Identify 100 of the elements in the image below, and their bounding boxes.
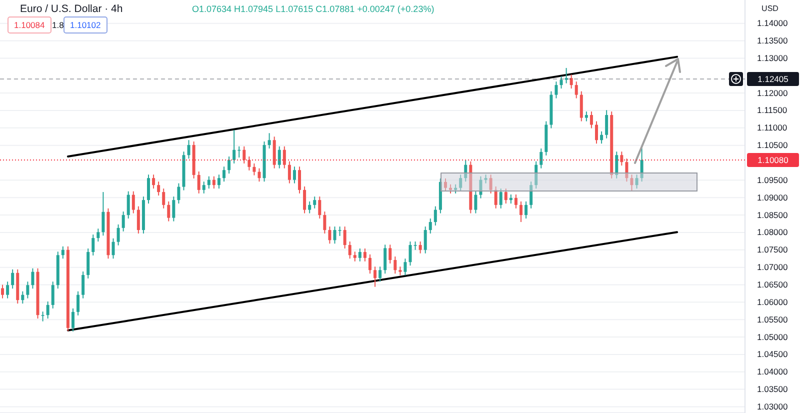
candlestick xyxy=(258,168,261,182)
candlestick xyxy=(564,67,568,84)
y-tick-label: 1.03000 xyxy=(757,401,788,412)
candlestick xyxy=(595,120,598,144)
candlestick xyxy=(172,196,176,222)
candlestick xyxy=(248,156,251,171)
candlestick xyxy=(554,81,558,99)
candlestick xyxy=(358,248,362,262)
candlestick xyxy=(126,190,130,220)
annotation: 1.10084 xyxy=(14,20,45,30)
candlestick xyxy=(132,190,135,214)
candlestick xyxy=(278,146,281,169)
y-tick-label: 1.05000 xyxy=(757,332,788,342)
y-tick-label: 1.13000 xyxy=(757,52,788,63)
candlestick xyxy=(61,246,64,260)
candlestick xyxy=(82,271,85,299)
candlestick xyxy=(212,176,216,190)
candlestick xyxy=(509,194,512,204)
y-tick-label: 1.10500 xyxy=(757,140,788,150)
candlestick xyxy=(207,176,210,190)
candlestick xyxy=(499,188,502,209)
candlestick xyxy=(11,268,14,290)
candlestick xyxy=(428,218,432,234)
candlestick xyxy=(86,248,90,279)
y-tick-label: 1.14000 xyxy=(757,18,788,28)
y-tick-label: 1.05500 xyxy=(757,314,788,324)
candlestick xyxy=(217,174,220,190)
candlestick xyxy=(308,200,312,214)
candlestick xyxy=(76,290,80,316)
candlestick xyxy=(630,174,634,192)
candlestick xyxy=(288,160,291,184)
candlestick xyxy=(222,166,226,182)
candlestick xyxy=(388,244,392,264)
candlestick xyxy=(298,166,302,194)
candlestick xyxy=(374,266,377,288)
candlestick xyxy=(489,174,492,194)
candlestick xyxy=(474,190,478,214)
candlestick xyxy=(408,241,412,266)
candlestick xyxy=(580,90,583,122)
candlestick xyxy=(167,200,170,222)
y-tick-label: 1.09000 xyxy=(757,192,788,202)
candlestick xyxy=(524,200,528,220)
candlestick xyxy=(434,206,437,226)
candlestick xyxy=(313,196,316,209)
candlestick xyxy=(6,281,10,299)
candlestick xyxy=(323,211,326,234)
candlestick xyxy=(102,192,105,236)
candlestick xyxy=(228,156,231,174)
candlestick xyxy=(625,158,628,182)
y-tick-label: 1.06500 xyxy=(757,279,788,290)
candlestick xyxy=(519,200,522,223)
candlestick xyxy=(197,170,200,194)
candlestick xyxy=(51,281,54,309)
y-tick-label: 1.11000 xyxy=(757,122,788,133)
annotation: O1.07634 H1.07945 L1.07615 C1.07881 +0.00247 (+0.23%) xyxy=(192,4,434,14)
candlestick xyxy=(292,166,296,184)
y-tick-label: 1.04000 xyxy=(757,366,788,377)
candlestick xyxy=(640,148,644,182)
y-tick-label: 1.03500 xyxy=(757,384,788,394)
candlestick xyxy=(96,228,100,242)
candlestick xyxy=(46,300,50,320)
y-tick-label: 1.13500 xyxy=(757,35,788,46)
candlestick xyxy=(333,226,336,244)
candlestick xyxy=(570,74,573,90)
y-tick-label: 1.07000 xyxy=(757,262,788,272)
chart-title: Euro / U.S. Dollar · 4h xyxy=(20,3,123,15)
y-tick-label: 1.08500 xyxy=(757,210,788,220)
candlestick xyxy=(449,184,452,194)
candlestick xyxy=(540,148,543,169)
candlestick xyxy=(202,181,206,194)
y-tick-label: 1.08000 xyxy=(757,227,788,238)
candlestick xyxy=(414,241,417,250)
candlestick xyxy=(404,258,407,276)
candlestick xyxy=(418,241,422,254)
candlestick xyxy=(92,234,95,256)
candlestick xyxy=(146,174,150,204)
y-tick-label: 1.07500 xyxy=(757,244,788,255)
candlestick xyxy=(459,174,462,192)
candlestick xyxy=(268,132,271,149)
candlestick xyxy=(574,81,578,99)
candlestick xyxy=(136,206,140,234)
candlestick xyxy=(363,248,366,262)
candlestick xyxy=(1,284,4,299)
candlestick xyxy=(177,182,180,204)
candlestick xyxy=(116,224,120,246)
candlestick xyxy=(26,281,30,299)
ref-line-label: 1.12405 xyxy=(758,74,789,84)
candlestick xyxy=(454,184,458,194)
y-tick-label: 1.09500 xyxy=(757,174,788,185)
ref-line-label: 1.10080 xyxy=(758,154,789,165)
candlestick xyxy=(353,251,356,262)
y-tick-label: 1.06000 xyxy=(757,296,788,307)
candlestick xyxy=(605,110,608,139)
candlestick xyxy=(348,241,352,260)
candlestick xyxy=(464,159,468,182)
candlestick xyxy=(162,188,166,209)
candlestick xyxy=(282,146,286,169)
candlestick xyxy=(338,226,342,236)
candlestick xyxy=(394,256,397,274)
candlestick xyxy=(584,111,588,122)
